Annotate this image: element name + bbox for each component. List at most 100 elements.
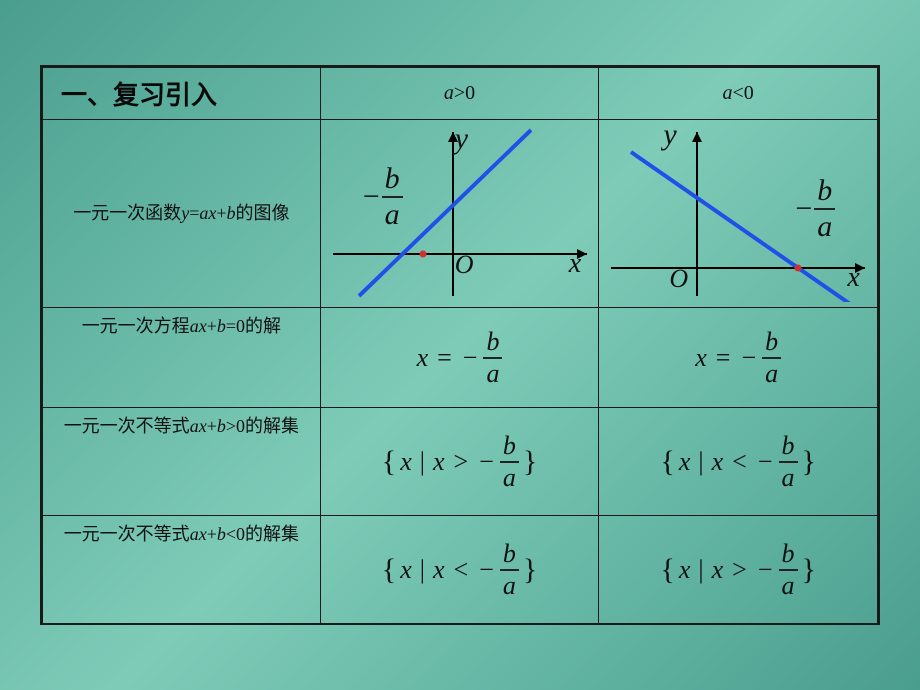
r1-desc: 一元一次函数y=ax+b的图像 (43, 120, 321, 308)
frac-num: b (382, 164, 403, 196)
label-o: O (669, 264, 688, 294)
pipe: | (694, 447, 707, 477)
r2-prefix: 一元一次方程 (82, 316, 190, 336)
num: b (500, 433, 519, 461)
frac: ba (500, 541, 519, 599)
frac: ba (779, 433, 798, 491)
slide-frame: 一、复习引入 a>0 a<0 一元一次函数y=ax+b的图像 y x O − b (40, 65, 880, 625)
r4-prefix: 一元一次不等式 (64, 524, 190, 544)
equation-row: 一元一次方程ax+b=0的解 x = − ba x = − ba (43, 308, 878, 408)
r3-suffix: 的解集 (245, 416, 299, 436)
num: b (762, 329, 781, 357)
den: a (782, 571, 795, 599)
den: a (503, 463, 516, 491)
frac: ba (762, 329, 781, 387)
r4c1: { x | x < − ba } (320, 516, 599, 624)
title-text: 一、复习引入 (61, 81, 217, 110)
header-a-neg: a<0 (599, 68, 878, 120)
neg: − (758, 555, 775, 585)
r3-desc: 一元一次不等式ax+b>0的解集 (43, 408, 321, 516)
r3-prefix: 一元一次不等式 (64, 416, 190, 436)
frac: b a (382, 164, 403, 230)
var-a: a (444, 82, 454, 104)
lbrace: { (382, 445, 396, 479)
pipe: | (416, 555, 429, 585)
den: a (765, 359, 778, 387)
den: a (486, 359, 499, 387)
title-cell: 一、复习引入 (43, 68, 321, 120)
neg: − (479, 555, 496, 585)
header-row: 一、复习引入 a>0 a<0 (43, 68, 878, 120)
x: x (400, 555, 412, 585)
intercept-point (795, 265, 802, 272)
graph-neg: y x O − b a (599, 120, 878, 308)
rel: > (449, 447, 476, 477)
num: b (483, 329, 502, 357)
r4-desc: 一元一次不等式ax+b<0的解集 (43, 516, 321, 624)
x: x (679, 447, 691, 477)
intercept-point (419, 251, 426, 258)
r3-rel: >0 (226, 416, 245, 436)
op-a-neg: <0 (733, 82, 754, 104)
r4-suffix: 的解集 (245, 524, 299, 544)
num: b (500, 541, 519, 569)
r1-y: y (181, 203, 189, 223)
den: a (782, 463, 795, 491)
math-expr: { x | x < − ba } (660, 433, 815, 491)
eq: = (711, 343, 738, 373)
label-o: O (455, 250, 474, 280)
neg: − (463, 343, 480, 373)
graph-row: 一元一次函数y=ax+b的图像 y x O − b a (43, 120, 878, 308)
label-x: x (569, 248, 581, 280)
r2c1: x = − ba (320, 308, 599, 408)
r3c2: { x | x < − ba } (599, 408, 878, 516)
op-a-pos: >0 (454, 82, 475, 104)
ineq-lt-row: 一元一次不等式ax+b<0的解集 { x | x < − ba } { x | … (43, 516, 878, 624)
rbrace: } (802, 445, 816, 479)
r4-rel: <0 (226, 524, 245, 544)
r1-suffix: 的图像 (236, 203, 290, 223)
r2-b: b (217, 316, 226, 336)
r1-eq: = (189, 203, 199, 223)
frac-num: b (814, 176, 835, 208)
math-expr: x = − ba (417, 329, 503, 387)
r3c1: { x | x > − ba } (320, 408, 599, 516)
rel: < (449, 555, 476, 585)
label-intercept-frac: − b a (363, 164, 403, 230)
rel: < (727, 447, 754, 477)
rbrace: } (523, 553, 537, 587)
r4-plus: + (207, 524, 217, 544)
r2-rel: =0 (226, 316, 245, 336)
r1-prefix: 一元一次函数 (73, 203, 181, 223)
math-expr: { x | x > − ba } (660, 541, 815, 599)
neg-sign: − (363, 180, 382, 214)
neg: − (741, 343, 758, 373)
x2: x (712, 447, 724, 477)
num: b (779, 433, 798, 461)
x2: x (433, 447, 445, 477)
r4-b: b (217, 524, 226, 544)
header-a-pos: a>0 (320, 68, 599, 120)
eq: = (432, 343, 459, 373)
num: b (779, 541, 798, 569)
lbrace: { (660, 553, 674, 587)
var-a2: a (723, 82, 733, 104)
math-expr: x = − ba (695, 329, 781, 387)
r2-plus: + (207, 316, 217, 336)
x: x (679, 555, 691, 585)
r2-suffix: 的解 (245, 316, 281, 336)
r2c2: x = − ba (599, 308, 878, 408)
label-y: y (663, 118, 676, 152)
r4-ax: ax (190, 524, 207, 544)
content-table: 一、复习引入 a>0 a<0 一元一次函数y=ax+b的图像 y x O − b (42, 67, 878, 624)
lbrace: { (382, 553, 396, 587)
math-expr: { x | x > − ba } (382, 433, 537, 491)
r3-plus: + (207, 416, 217, 436)
x2: x (712, 555, 724, 585)
rel: > (727, 555, 754, 585)
pipe: | (694, 555, 707, 585)
x2: x (433, 555, 445, 585)
label-x: x (847, 262, 859, 294)
x: x (695, 343, 707, 373)
rbrace: } (523, 445, 537, 479)
